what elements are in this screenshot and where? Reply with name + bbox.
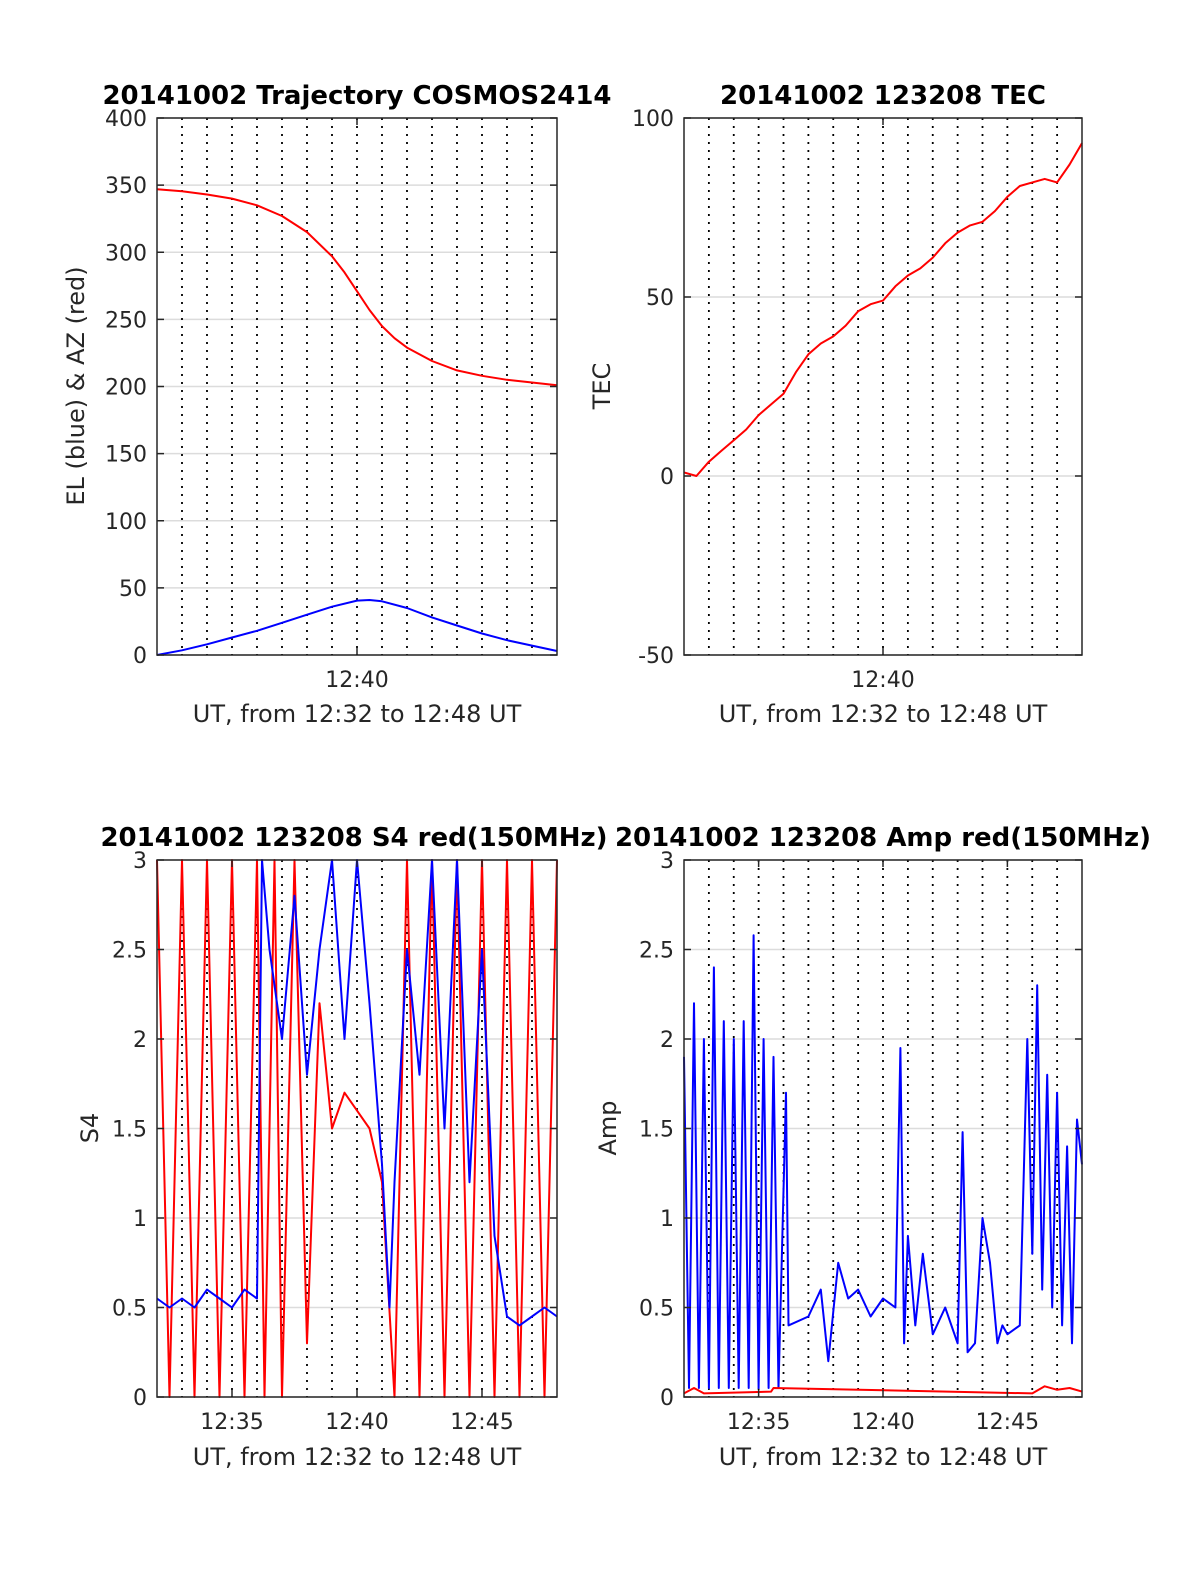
panel-trajectory-ylabel: EL (blue) & AZ (red): [62, 266, 90, 505]
panel-amp-xtick-label: 12:35: [727, 1410, 790, 1435]
panel-amp-ylabel: Amp: [594, 1100, 622, 1155]
panel-trajectory-ytick-label: 350: [105, 174, 147, 199]
panel-tec: 20141002 123208 TEC UT, from 12:32 to 12…: [588, 81, 1083, 728]
panel-trajectory-ytick-label: 50: [119, 577, 147, 602]
panel-tec-ytick-label: 50: [646, 286, 674, 311]
panel-s4-ylabel: S4: [76, 1113, 104, 1144]
panel-amp-ytick-label: 2: [660, 1028, 674, 1053]
panel-tec-ytick-label: -50: [638, 644, 674, 669]
panel-s4-title: 20141002 123208 S4 red(150MHz): [100, 823, 607, 853]
panel-s4-ytick-label: 0.5: [112, 1297, 147, 1322]
panel-s4: 20141002 123208 S4 red(150MHz) UT, from …: [76, 823, 608, 1471]
panel-trajectory-ytick-label: 100: [105, 510, 147, 535]
panel-tec-xlabel: UT, from 12:32 to 12:48 UT: [719, 700, 1048, 728]
panel-amp-series-0: [683, 934, 1083, 1389]
panel-trajectory-ytick-label: 0: [133, 644, 147, 669]
panel-amp-ytick-label: 0.5: [639, 1297, 674, 1322]
panel-trajectory-xtick-label: 12:40: [325, 668, 388, 693]
panel-amp-xtick-label: 12:45: [976, 1410, 1039, 1435]
panel-amp-xtick-label: 12:40: [851, 1410, 914, 1435]
panel-s4-xtick-label: 12:35: [200, 1410, 263, 1435]
panel-s4-xlabel: UT, from 12:32 to 12:48 UT: [193, 1443, 522, 1471]
panel-trajectory-ytick-label: 300: [105, 241, 147, 266]
panel-trajectory-ytick-label: 150: [105, 443, 147, 468]
panel-tec-title: 20141002 123208 TEC: [720, 81, 1046, 111]
panel-s4-ytick-label: 2: [133, 1028, 147, 1053]
panel-amp-xlabel: UT, from 12:32 to 12:48 UT: [719, 1443, 1048, 1471]
panel-trajectory-title: 20141002 Trajectory COSMOS2414: [102, 81, 611, 111]
panel-s4-xtick-label: 12:45: [450, 1410, 513, 1435]
panel-s4-xtick-label: 12:40: [325, 1410, 388, 1435]
panel-s4-ytick-label: 0: [133, 1386, 147, 1411]
panel-amp-ytick-label: 0: [660, 1386, 674, 1411]
panel-s4-ytick-label: 2.5: [112, 939, 147, 964]
panel-trajectory: 20141002 Trajectory COSMOS2414 UT, from …: [62, 81, 612, 728]
panel-amp-series-1: [683, 1385, 1083, 1395]
panel-amp-title: 20141002 123208 Amp red(150MHz): [615, 823, 1151, 853]
panel-s4-ytick-label: 1.5: [112, 1118, 147, 1143]
panel-s4-ytick-label: 3: [133, 849, 147, 874]
panel-trajectory-xlabel: UT, from 12:32 to 12:48 UT: [193, 700, 522, 728]
panel-tec-ytick-label: 0: [660, 465, 674, 490]
panel-trajectory-ytick-label: 400: [105, 107, 147, 132]
panel-amp-ytick-label: 2.5: [639, 939, 674, 964]
panel-tec-xtick-label: 12:40: [851, 668, 914, 693]
panel-trajectory-ytick-label: 200: [105, 376, 147, 401]
panel-trajectory-series-1: [156, 188, 558, 387]
panel-amp-ytick-label: 3: [660, 849, 674, 874]
panel-tec-series-0: [683, 142, 1083, 477]
panel-amp-ytick-label: 1: [660, 1207, 674, 1232]
panel-s4-series-0: [156, 859, 558, 1398]
panel-amp-ytick-label: 1.5: [639, 1118, 674, 1143]
panel-tec-ytick-label: 100: [632, 107, 674, 132]
panel-s4-ytick-label: 1: [133, 1207, 147, 1232]
panel-tec-ylabel: TEC: [588, 363, 616, 411]
panel-trajectory-series-0: [156, 599, 558, 656]
panel-amp: 20141002 123208 Amp red(150MHz) UT, from…: [594, 823, 1151, 1471]
panel-trajectory-ytick-label: 250: [105, 308, 147, 333]
